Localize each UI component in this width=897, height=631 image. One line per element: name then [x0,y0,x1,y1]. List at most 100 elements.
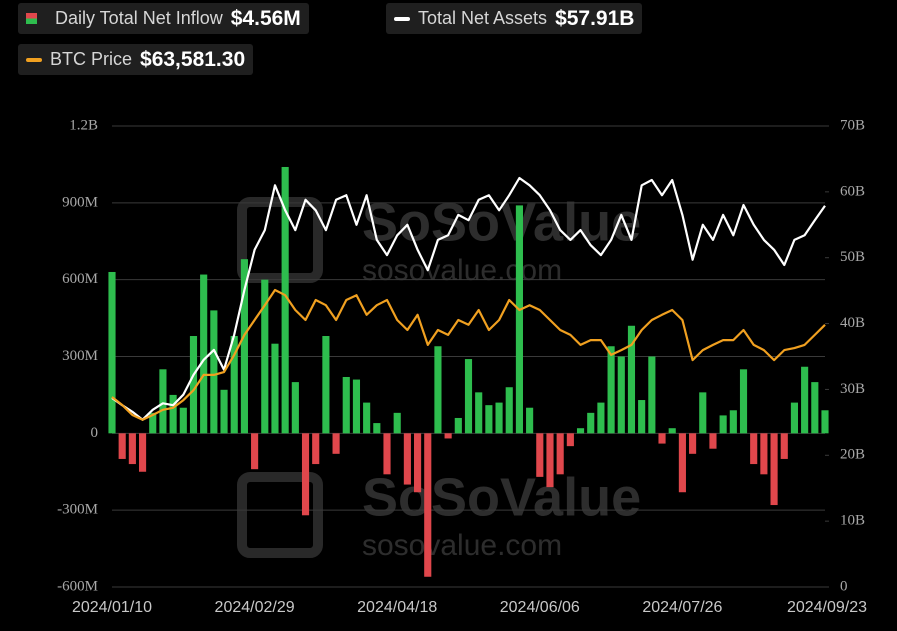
bar [200,274,208,434]
y2-tick-label: 30B [840,381,865,397]
watermark-text: SoSoValue [362,192,641,252]
legend-value: $57.91B [555,6,635,30]
bar [607,346,615,434]
bar [729,410,737,434]
bar [495,402,503,434]
bar [230,336,238,434]
bar [169,394,177,434]
bar [159,369,167,434]
legend-marker [394,16,410,21]
legend-item[interactable]: Total Net Assets $57.91B [386,3,643,34]
bar [526,407,534,434]
y2-tick-label: 10B [840,513,865,529]
bar [709,433,717,449]
watermark-text: sosovalue.com [362,254,562,287]
bar [363,402,371,434]
bar [464,359,473,434]
bar [811,382,819,434]
bar [556,433,564,475]
legend-marker [26,57,42,62]
x-tick-label: 2024/02/29 [215,599,295,616]
bar [638,400,646,434]
bar [434,346,442,434]
y-tick-label: -600M [57,578,98,594]
bar [536,433,544,477]
bar [281,166,289,434]
bar [424,433,432,577]
y2-tick-label: 0 [840,578,848,594]
bar [393,412,401,434]
bar [128,433,136,465]
line [111,288,826,421]
bar [403,433,411,485]
bar [780,433,788,459]
bar [750,433,758,465]
x-tick-label: 2024/06/06 [500,599,580,616]
y2-tick-label: 60B [840,183,865,199]
bar [291,382,299,434]
bar [108,271,116,434]
bar [301,433,310,516]
bar [210,310,218,434]
bar [251,433,259,470]
bar [739,369,748,434]
bar [699,392,707,434]
bar [576,428,585,434]
bar [220,389,228,434]
x-tick-label: 2024/07/26 [642,599,722,616]
legend-label: Total Net Assets [418,8,548,28]
y-tick-label: -300M [57,502,98,518]
bar [312,433,320,465]
bar [261,279,269,434]
y-tick-label: 1.2B [69,117,98,133]
legend-item[interactable]: BTC Price $63,581.30 [18,44,254,75]
bar [322,336,330,434]
x-tick-label: 2024/09/23 [787,599,867,616]
watermark-logo [237,472,323,558]
bar [546,433,554,488]
y-tick-label: 600M [62,271,98,287]
bar [149,412,157,434]
bar [383,433,391,475]
line [111,176,826,421]
bar [189,336,198,434]
x-tick-label: 2024/04/18 [357,599,437,616]
bar [505,387,513,434]
y-tick-label: 0 [91,425,99,441]
legend-item[interactable]: Daily Total Net Inflow $4.56M [18,3,309,34]
bar [790,402,799,434]
bar [668,428,676,434]
bar [240,259,248,434]
bar [138,433,147,472]
legend-label: BTC Price [50,49,133,69]
bar [444,433,452,439]
y2-tick-label: 20B [840,447,865,463]
bar [760,433,768,475]
bar [821,410,829,434]
bar [485,405,493,434]
x-tick-label: 2024/01/10 [72,599,152,616]
y2-tick-label: 70B [840,117,865,133]
bar [332,433,340,454]
bar [801,366,809,434]
watermark-text: sosovalue.com [362,529,562,562]
bar [515,205,523,434]
bar [118,433,126,459]
y-tick-label: 900M [62,194,98,210]
watermark-logo [237,197,323,283]
bar [719,415,727,434]
bar [414,433,422,493]
bar [454,417,462,434]
bar [179,407,187,434]
y2-tick-label: 40B [840,315,865,331]
bar [678,433,686,493]
bar [566,433,574,447]
y-tick-label: 300M [62,348,98,364]
bar [617,356,625,434]
bar [648,356,656,434]
legend-value: $4.56M [230,6,301,30]
